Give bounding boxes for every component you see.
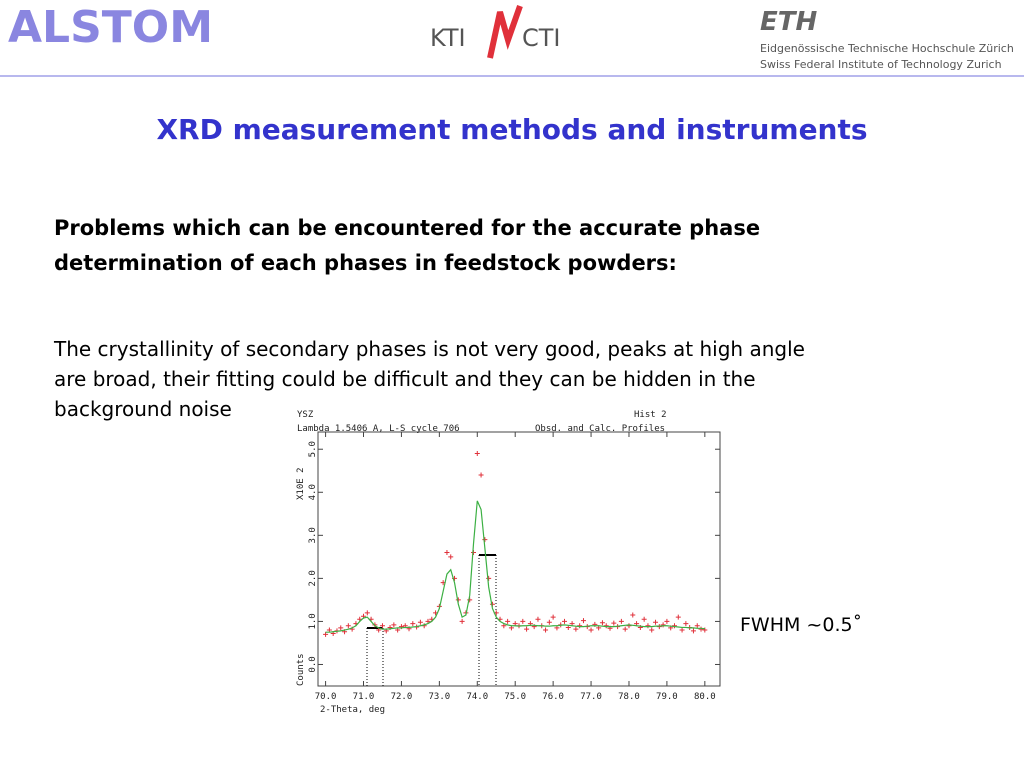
obs-point [482, 537, 488, 543]
obs-point [417, 619, 423, 625]
obs-point [675, 614, 681, 620]
x-axis-label: 2-Theta, deg [320, 705, 385, 715]
obs-point [611, 620, 617, 626]
obs-point [690, 628, 696, 634]
y-tick-label: 1.0 [308, 613, 318, 629]
x-tick-label: 79.0 [656, 692, 678, 702]
chart-title: YSZ [297, 410, 314, 420]
heading-line: determination of each phases in feedstoc… [54, 251, 677, 275]
heading-line: Problems which can be encountered for th… [54, 216, 760, 240]
y-axis-label: Counts [296, 653, 306, 686]
slide-title: XRD measurement methods and instruments [156, 113, 867, 146]
obs-point [588, 627, 594, 633]
chart-hist: Hist 2 [634, 410, 667, 420]
x-tick-label: 75.0 [504, 692, 526, 702]
paragraph-line: The crystallinity of secondary phases is… [53, 337, 805, 361]
obs-point [599, 620, 605, 626]
fwhm-guides [366, 555, 497, 686]
obs-point [364, 610, 370, 616]
logo-eth: ETH [760, 7, 817, 37]
obs-point [641, 616, 647, 622]
y-tick-label: 2.0 [308, 570, 318, 586]
y-tick-label: 5.0 [308, 441, 318, 457]
obs-point [630, 612, 636, 618]
logo-kti: KTI [430, 24, 466, 52]
calc-profile [325, 500, 705, 633]
obs-point [448, 554, 454, 560]
logo-cti: CTI [522, 24, 561, 52]
obs-point [562, 618, 568, 624]
logo-eth-line: Swiss Federal Institute of Technology Zu… [760, 58, 1002, 71]
obs-point [524, 626, 530, 632]
obs-point [345, 623, 351, 629]
obs-point [645, 623, 651, 629]
x-tick-label: 78.0 [618, 692, 640, 702]
xrd-chart: YSZ Hist 2 Lambda 1.5406 A, L-S cycle 70… [296, 410, 721, 715]
plot-frame [317, 431, 721, 687]
obs-point [391, 622, 397, 628]
logo-alstom: ALSTOM [8, 2, 213, 53]
obs-point [546, 619, 552, 625]
x-tick-label: 70.0 [315, 692, 337, 702]
obs-point [683, 621, 689, 627]
obs-point [338, 625, 344, 631]
obs-point [664, 618, 670, 624]
obs-point [649, 627, 655, 633]
obs-point [535, 616, 541, 622]
paragraph-line: background noise [54, 397, 232, 421]
obs-point [698, 626, 704, 632]
obs-point [379, 623, 385, 629]
obs-point [671, 623, 677, 629]
x-tick-label: 80.0 [694, 692, 716, 702]
y-tick-label: 3.0 [308, 527, 318, 543]
y-tick-label: 0.0 [308, 656, 318, 672]
obs-point [626, 623, 632, 629]
obs-point [660, 622, 666, 628]
x-tick-label: 72.0 [391, 692, 413, 702]
obs-point [577, 623, 583, 629]
obs-point [478, 472, 484, 478]
obs-point [459, 618, 465, 624]
obs-point [679, 627, 685, 633]
y-tick-label: 4.0 [308, 484, 318, 500]
obs-point [543, 627, 549, 633]
obs-point [580, 618, 586, 624]
y-scale-label: X10E 2 [296, 467, 306, 500]
obs-point [603, 623, 609, 629]
x-tick-label: 74.0 [466, 692, 488, 702]
obs-point [618, 618, 624, 624]
obs-point [573, 626, 579, 632]
fwhm-annotation: FWHM ~0.5˚ [740, 614, 862, 636]
x-tick-label: 73.0 [429, 692, 451, 702]
obs-point [410, 621, 416, 627]
obs-point [505, 618, 511, 624]
logo-kti-mark [487, 5, 523, 59]
obs-point [550, 614, 556, 620]
chart-subtitle: Lambda 1.5406 A, L-S cycle 706 [297, 424, 460, 434]
obs-point [486, 575, 492, 581]
logo-eth-line: Eidgenössische Technische Hochschule Zür… [760, 42, 1014, 55]
obs-point [694, 623, 700, 629]
obs-point [653, 619, 659, 625]
chart-profile-label: Obsd. and Calc. Profiles [535, 424, 665, 434]
obs-point [622, 626, 628, 632]
obs-point [520, 618, 526, 624]
paragraph-line: are broad, their fitting could be diffic… [54, 367, 756, 391]
x-tick-label: 71.0 [353, 692, 375, 702]
obs-point [444, 550, 450, 556]
obs-point [474, 451, 480, 457]
x-tick-label: 77.0 [580, 692, 602, 702]
x-tick-label: 76.0 [542, 692, 564, 702]
